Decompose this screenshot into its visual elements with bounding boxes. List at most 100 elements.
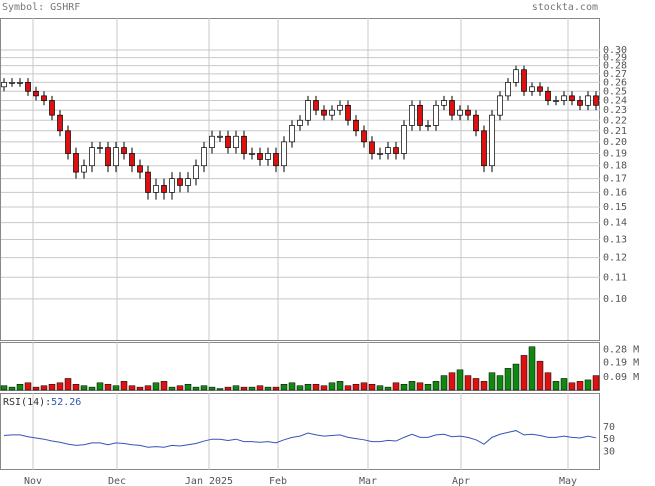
volume-bar bbox=[64, 378, 72, 391]
candle-body bbox=[353, 119, 359, 132]
volume-bar bbox=[240, 386, 248, 391]
candle-body bbox=[321, 109, 327, 116]
candle-body bbox=[25, 82, 31, 92]
x-tick-label: Dec bbox=[108, 476, 126, 486]
candle-body bbox=[49, 100, 55, 116]
candle-body bbox=[249, 153, 255, 155]
candle-body bbox=[225, 135, 231, 148]
volume-bar bbox=[264, 386, 272, 391]
x-tick-label: Apr bbox=[452, 476, 470, 486]
y-tick-label: 0.28 M bbox=[603, 345, 639, 356]
y-tick-label: 0.11 bbox=[603, 272, 627, 283]
candle-body bbox=[369, 141, 375, 154]
candle-body bbox=[553, 100, 559, 102]
candle-body bbox=[401, 125, 407, 154]
candle-body bbox=[441, 100, 447, 106]
volume-bar bbox=[296, 385, 304, 391]
candle-body bbox=[513, 69, 519, 83]
candle-body bbox=[545, 90, 551, 101]
candle-body bbox=[193, 165, 199, 180]
y-tick-label: 0.22 bbox=[603, 115, 627, 126]
volume-bar bbox=[288, 382, 296, 391]
y-tick-label: 0.14 bbox=[603, 218, 627, 229]
volume-bar bbox=[24, 382, 32, 391]
volume-panel bbox=[0, 342, 600, 391]
volume-bar bbox=[40, 385, 48, 391]
volume-bar bbox=[480, 381, 488, 391]
candle-body bbox=[33, 90, 39, 97]
volume-bar bbox=[160, 381, 168, 391]
candle-body bbox=[505, 82, 511, 97]
volume-bar bbox=[120, 381, 128, 391]
y-tick-label: 0.21 bbox=[603, 126, 627, 137]
volume-bar bbox=[304, 383, 312, 391]
candle-body bbox=[257, 153, 263, 160]
volume-bar bbox=[320, 385, 328, 391]
y-tick-label: 0.28 bbox=[603, 61, 627, 72]
volume-bar bbox=[472, 378, 480, 391]
y-tick-label: 0.12 bbox=[603, 253, 627, 264]
candle-body bbox=[337, 104, 343, 111]
site[interactable]: stockta.com bbox=[532, 2, 598, 13]
y-tick-label: 0.26 bbox=[603, 77, 627, 88]
candle-body bbox=[561, 95, 567, 101]
y-tick-label: 0.19 M bbox=[603, 358, 639, 369]
volume-bar bbox=[368, 383, 376, 391]
volume-bar bbox=[488, 372, 496, 391]
candle-body bbox=[313, 100, 319, 111]
price-panel bbox=[0, 18, 600, 341]
volume-bar bbox=[400, 383, 408, 391]
y-tick-label: 0.20 bbox=[603, 137, 627, 148]
candle-body bbox=[465, 109, 471, 116]
candle-body bbox=[273, 153, 279, 167]
candle-body bbox=[449, 100, 455, 116]
volume-bar bbox=[576, 381, 584, 391]
volume-bar bbox=[96, 382, 104, 391]
x-tick-label: May bbox=[559, 476, 577, 486]
rsi-label: RSI(14): bbox=[3, 397, 51, 408]
candle-body bbox=[169, 178, 175, 193]
candle-body bbox=[425, 125, 431, 127]
candle-body bbox=[281, 141, 287, 167]
volume-bar bbox=[440, 375, 448, 391]
candle-body bbox=[529, 86, 535, 92]
volume-bar bbox=[80, 385, 88, 391]
volume-bar bbox=[144, 385, 152, 391]
candle-body bbox=[481, 130, 487, 167]
volume-bar bbox=[408, 381, 416, 391]
candle-body bbox=[241, 135, 247, 154]
candle-body bbox=[89, 147, 95, 167]
candle-body bbox=[521, 69, 527, 92]
y-tick-label: 30 bbox=[603, 447, 615, 458]
candle-body bbox=[289, 125, 295, 143]
candle-body bbox=[209, 135, 215, 148]
volume-bar bbox=[216, 388, 224, 391]
candle-body bbox=[329, 109, 335, 116]
candle-body bbox=[17, 82, 23, 84]
volume-bar bbox=[376, 385, 384, 391]
y-tick-label: 0.16 bbox=[603, 187, 627, 198]
y-tick-label: 0.29 bbox=[603, 53, 627, 64]
volume-bar bbox=[208, 386, 216, 391]
volume-bar bbox=[560, 378, 568, 391]
candle-body bbox=[217, 135, 223, 138]
volume-bar bbox=[128, 385, 136, 391]
volume-bar bbox=[48, 383, 56, 391]
candle-body bbox=[9, 82, 15, 84]
candle-body bbox=[41, 95, 47, 101]
volume-bar bbox=[512, 363, 520, 391]
volume-bar bbox=[496, 375, 504, 391]
volume-bar bbox=[152, 382, 160, 391]
candle-body bbox=[145, 171, 151, 193]
volume-bar bbox=[328, 382, 336, 391]
candle-body bbox=[185, 178, 191, 186]
y-tick-label: 0.10 bbox=[603, 294, 627, 305]
candle-body bbox=[497, 95, 503, 116]
candle-body bbox=[385, 147, 391, 154]
candle-body bbox=[105, 147, 111, 167]
volume-bar bbox=[72, 383, 80, 391]
candle-body bbox=[489, 114, 495, 167]
candle-body bbox=[473, 114, 479, 132]
volume-bar bbox=[552, 381, 560, 391]
